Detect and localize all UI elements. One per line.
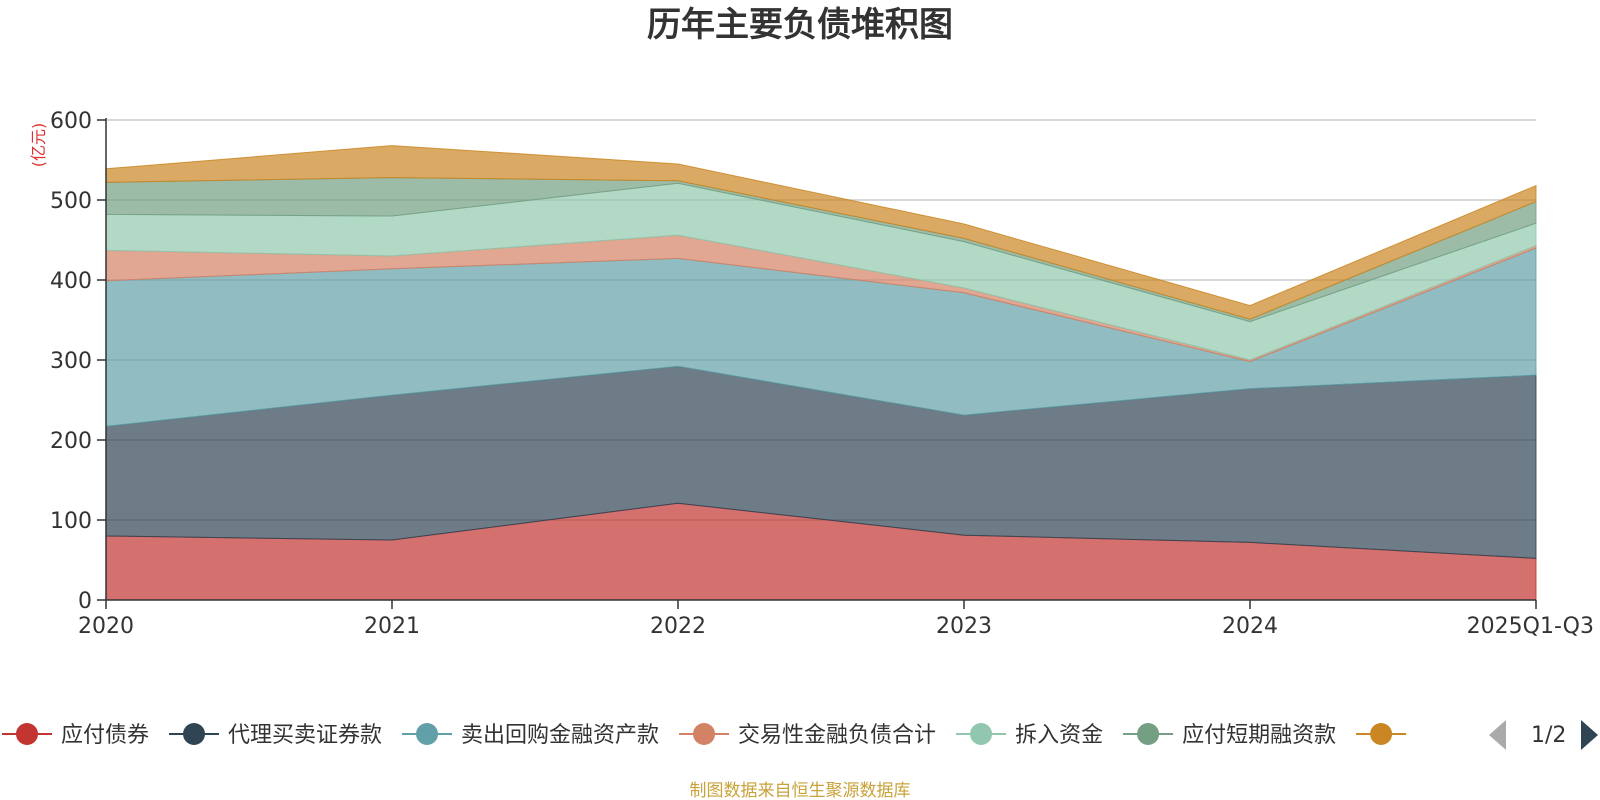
chart-title: 历年主要负债堆积图 [647,5,953,45]
y-tick-label: 600 [50,109,92,134]
y-tick-label: 0 [78,589,92,614]
y-tick-label: 300 [50,349,92,374]
legend-item-卖出回购金融资产款[interactable]: 卖出回购金融资产款 [402,723,659,748]
y-tick-label: 500 [50,189,92,214]
legend-marker [416,723,439,745]
source-note: 制图数据来自恒生聚源数据库 [690,781,911,800]
legend-marker [16,723,38,745]
x-tick-label: 2021 [364,614,420,639]
y-tick-label: 100 [50,509,92,534]
legend-next-page-icon[interactable] [1581,720,1598,750]
legend-marker [1137,723,1160,745]
legend-label: 交易性金融负债合计 [738,723,936,748]
legend-prev-page-icon[interactable] [1489,720,1506,750]
legend-label: 卖出回购金融资产款 [461,723,659,748]
legend-item-partial[interactable] [1356,723,1407,745]
legend-page-indicator: 1/2 [1531,723,1566,748]
legend-label: 代理买卖证券款 [228,723,382,748]
legend-item-应付债券[interactable]: 应付债券 [2,723,149,748]
legend-item-交易性金融负债合计[interactable]: 交易性金融负债合计 [679,723,936,748]
legend: 应付债券 代理买卖证券款 卖出回购金融资产款 交易性金融负债合计 拆入资金 应付短期融资款… [2,720,1598,750]
x-tick-label: 2020 [78,614,134,639]
x-tick-label: 2022 [650,614,706,639]
legend-label: 应付债券 [61,723,149,748]
x-tick-label: 2024 [1222,614,1278,639]
y-tick-label: 400 [50,269,92,294]
legend-marker [183,723,206,745]
legend-item-代理买卖证券款[interactable]: 代理买卖证券款 [169,723,382,748]
legend-marker [970,723,993,745]
legend-label: 应付短期融资款 [1182,723,1336,748]
legend-label: 拆入资金 [1015,723,1103,748]
y-axis-unit: (亿元) [29,123,48,168]
legend-marker [693,723,716,745]
x-tick-label: 2025Q1-Q3 [1467,614,1594,639]
legend-item-拆入资金[interactable]: 拆入资金 [956,723,1103,748]
area-其他 [105,145,1537,320]
legend-item-应付短期融资款[interactable]: 应付短期融资款 [1123,723,1336,748]
area-series-group [105,145,1537,601]
y-tick-label: 200 [50,429,92,454]
x-tick-label: 2023 [936,614,992,639]
axes: 0 100 200 300 400 500 600 2020 2021 2022 2023 2024 2… [50,109,1594,639]
legend-marker [1370,723,1393,745]
